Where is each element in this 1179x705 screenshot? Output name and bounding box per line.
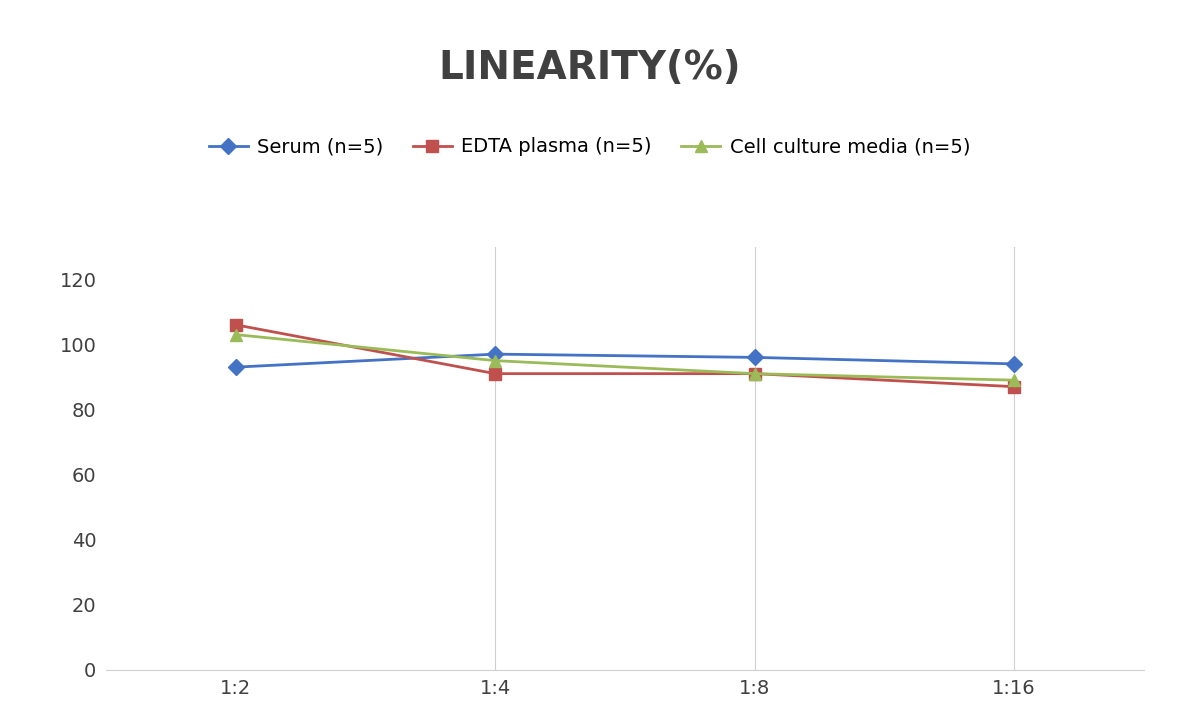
EDTA plasma (n=5)	[229, 321, 243, 329]
Cell culture media (n=5)	[488, 357, 502, 365]
Line: Serum (n=5): Serum (n=5)	[230, 348, 1020, 373]
Cell culture media (n=5)	[1007, 376, 1021, 384]
Cell culture media (n=5)	[747, 369, 762, 378]
Line: EDTA plasma (n=5): EDTA plasma (n=5)	[230, 319, 1020, 392]
Serum (n=5)	[229, 363, 243, 372]
Cell culture media (n=5)	[229, 331, 243, 339]
EDTA plasma (n=5)	[488, 369, 502, 378]
Serum (n=5)	[747, 353, 762, 362]
Text: LINEARITY(%): LINEARITY(%)	[439, 49, 740, 87]
EDTA plasma (n=5)	[747, 369, 762, 378]
Legend: Serum (n=5), EDTA plasma (n=5), Cell culture media (n=5): Serum (n=5), EDTA plasma (n=5), Cell cul…	[200, 130, 979, 164]
Serum (n=5)	[488, 350, 502, 358]
Serum (n=5)	[1007, 360, 1021, 368]
EDTA plasma (n=5)	[1007, 382, 1021, 391]
Line: Cell culture media (n=5): Cell culture media (n=5)	[230, 329, 1020, 386]
